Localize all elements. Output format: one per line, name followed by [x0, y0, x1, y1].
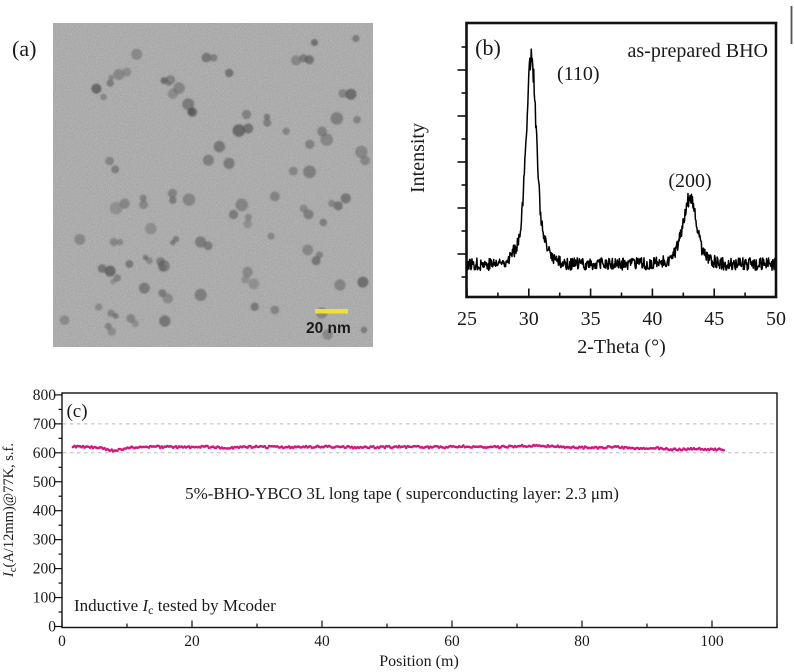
xrd-x-axis-label: 2-Theta (°)	[577, 336, 666, 358]
ic-note-pre: Inductive	[74, 596, 142, 615]
peak-110-label: (110)	[557, 63, 600, 85]
ic-note: Inductive Ic tested by Mcoder	[74, 596, 276, 617]
svg-text:40: 40	[314, 633, 330, 650]
ic-note-subscript: c	[148, 603, 153, 617]
svg-text:40: 40	[642, 308, 662, 330]
xrd-annotation: as-prepared BHO	[628, 40, 769, 62]
svg-text:400: 400	[33, 503, 57, 520]
xrd-axes-box	[465, 21, 778, 299]
ic-ylabel-rest: (A/12mm)@77K, s.f.	[1, 443, 17, 568]
ic-plot: 0 20 40 60 80 100 0 100 200 300 400 500 600 700 800 (…	[1, 387, 778, 670]
ic-ylabel-subscript: c	[8, 567, 19, 572]
svg-text:100: 100	[700, 633, 724, 650]
scale-bar	[315, 309, 348, 314]
xrd-x-tick-labels: 25 30 35 40 45 50	[457, 308, 786, 330]
tem-nanoparticles	[59, 34, 370, 340]
ic-note-italic-i: I	[141, 596, 149, 615]
svg-text:700: 700	[33, 416, 57, 433]
svg-text:60: 60	[444, 633, 460, 650]
svg-text:500: 500	[33, 474, 57, 491]
ic-note-post: tested by Mcoder	[153, 596, 276, 615]
tem-noise-overlay	[53, 23, 373, 347]
panel-a-label: (a)	[12, 36, 37, 61]
peak-200-label: (200)	[668, 170, 711, 192]
panel-b-label: (b)	[475, 35, 501, 60]
xrd-y-axis-label: Intensity	[410, 123, 429, 193]
svg-text:0: 0	[58, 633, 66, 650]
ic-y-tick-labels: 0 100 200 300 400 500 600 700 800	[33, 387, 57, 636]
scale-bar-label: 20 nm	[306, 320, 351, 337]
svg-text:100: 100	[33, 590, 57, 607]
svg-text:600: 600	[33, 445, 57, 462]
ic-x-tick-labels: 0 20 40 60 80 100	[58, 633, 724, 650]
svg-text:50: 50	[766, 308, 786, 330]
ic-dashed-gridlines	[63, 423, 776, 454]
cropped-edge-fragment	[790, 6, 793, 44]
tem-image: 20 nm	[53, 23, 373, 347]
tem-image-svg: 20 nm	[53, 23, 373, 347]
xrd-curve	[466, 48, 777, 272]
ic-x-axis-label: Position (m)	[379, 653, 459, 670]
svg-text:30: 30	[519, 308, 539, 330]
ic-ylabel-italic-i: I	[1, 571, 17, 578]
xrd-plot: 25 30 35 40 45 50 (b) as-prepared BHO (110) (…	[410, 21, 786, 358]
svg-text:45: 45	[704, 308, 724, 330]
panel-c-label: (c)	[66, 401, 87, 422]
svg-text:300: 300	[33, 532, 57, 549]
svg-text:25: 25	[457, 308, 477, 330]
ic-data-points	[71, 443, 726, 453]
svg-text:35: 35	[581, 308, 601, 330]
svg-text:200: 200	[33, 561, 57, 578]
ic-axes-box	[61, 392, 778, 629]
svg-text:800: 800	[33, 387, 57, 404]
ic-y-axis-label: Ic(A/12mm)@77K, s.f.	[1, 443, 19, 578]
xrd-tick-marks	[457, 46, 777, 297]
svg-text:20: 20	[184, 633, 200, 650]
ic-tick-marks	[55, 394, 778, 628]
svg-text:0: 0	[48, 619, 56, 636]
svg-text:80: 80	[574, 633, 590, 650]
ic-annotation: 5%-BHO-YBCO 3L long tape ( superconducti…	[185, 484, 619, 503]
